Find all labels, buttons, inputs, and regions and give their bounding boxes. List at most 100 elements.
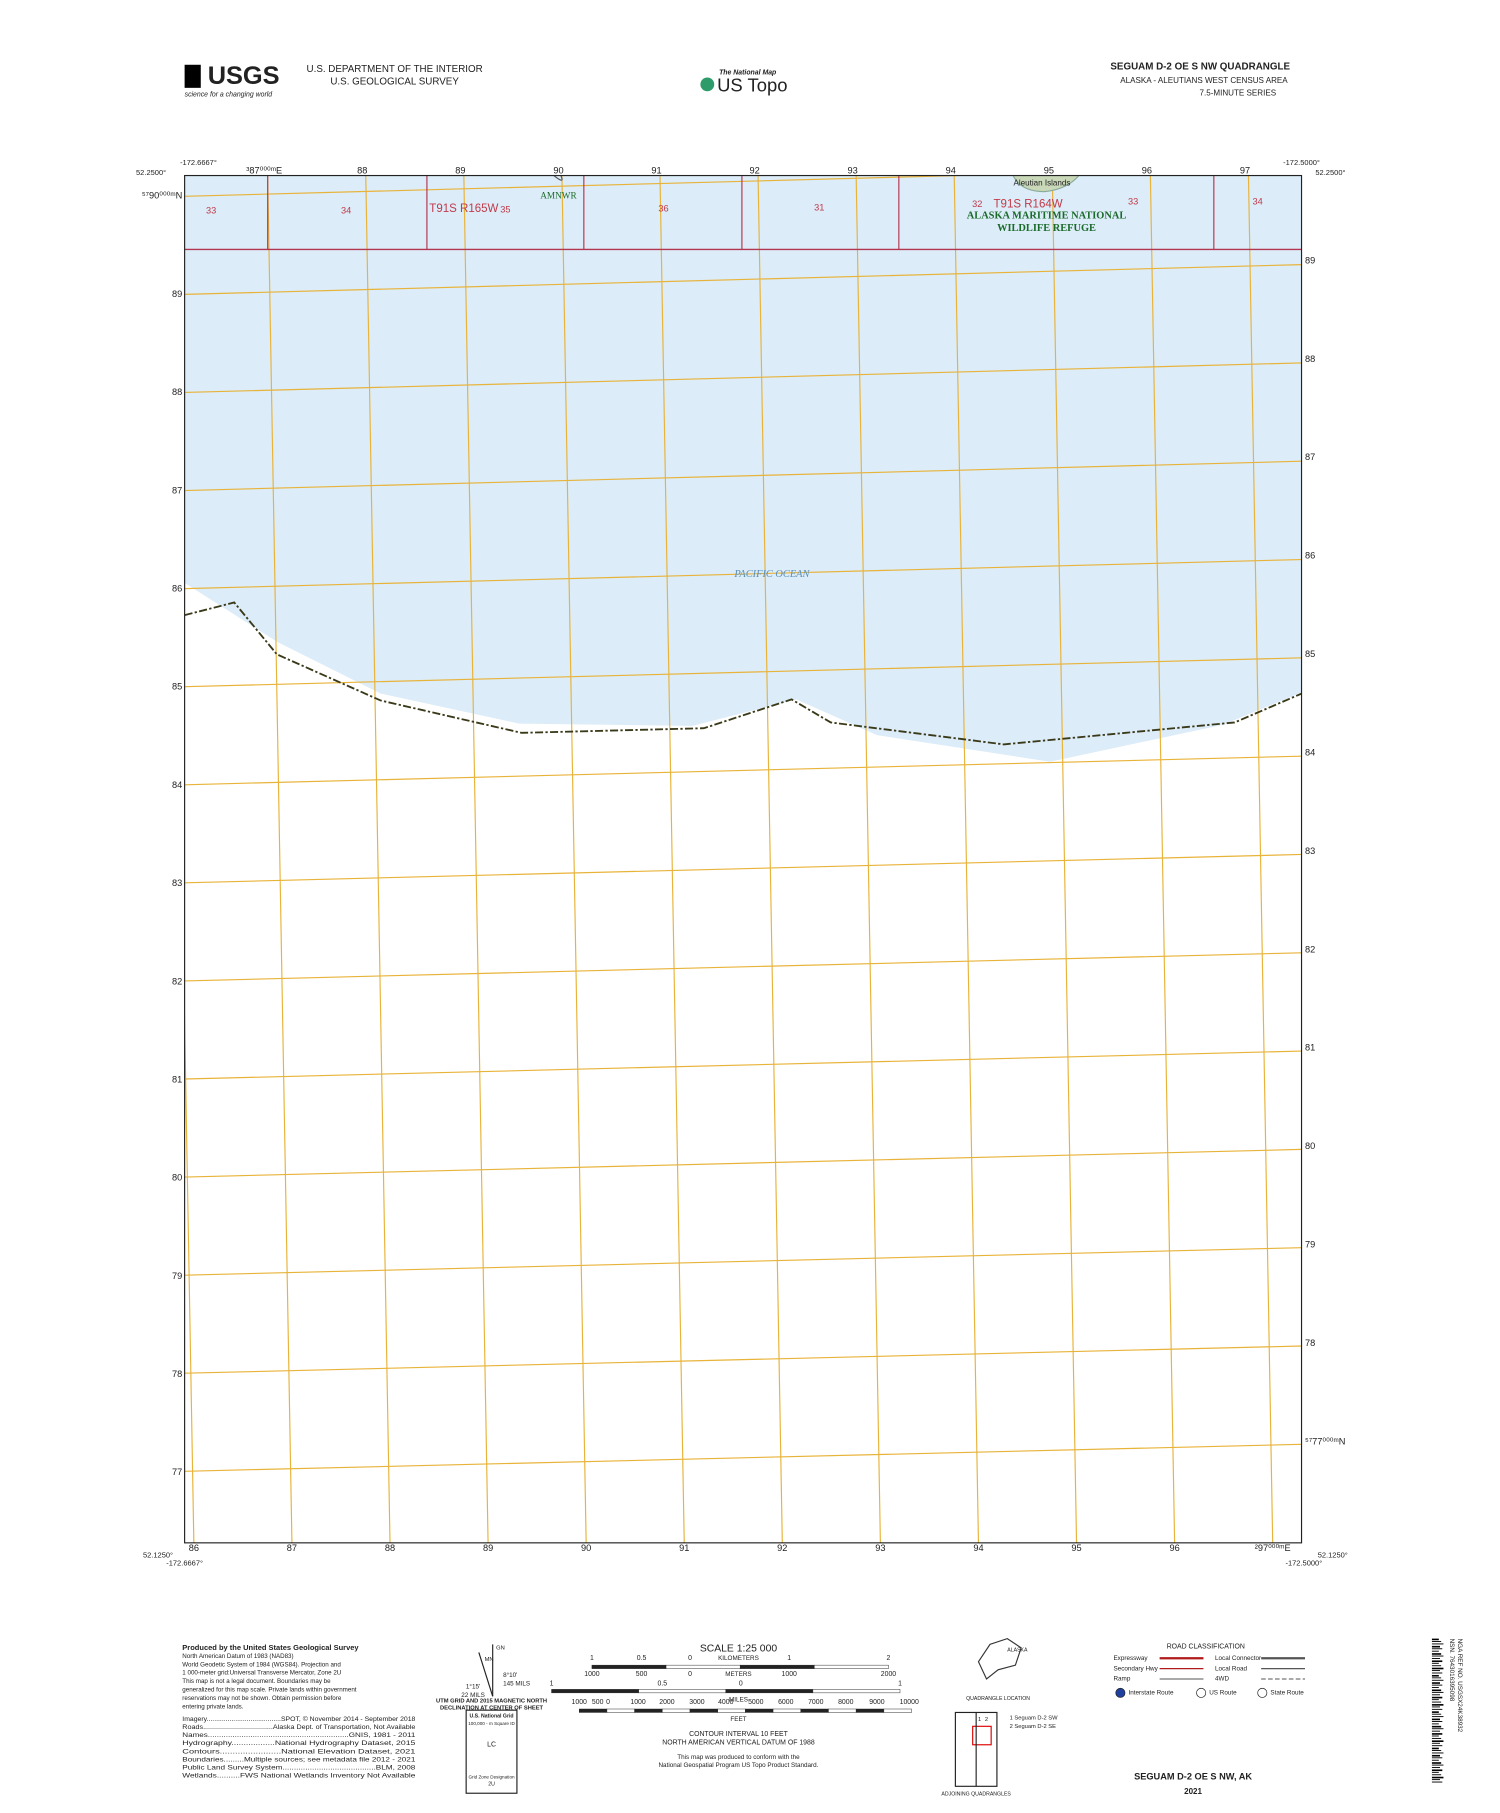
barcode-bar: [1431, 1723, 1439, 1725]
logo-mark: [184, 64, 201, 88]
grid-line: [184, 1443, 1302, 1472]
scale-bar: [689, 1708, 718, 1713]
barcode-bar: [1431, 1735, 1439, 1737]
northing-label: 78: [172, 1369, 182, 1379]
source-line: Boundaries.........Multiple sources; see…: [182, 1756, 416, 1763]
barcode-bar: [1431, 1713, 1442, 1715]
grid-line: [184, 657, 1302, 688]
corner-coordinate: 52.1250°: [143, 1551, 173, 1560]
barcode-bar: [1431, 1645, 1440, 1648]
corner-coordinate: 52.1250°: [1318, 1551, 1348, 1560]
barcode-bar: [1431, 1638, 1439, 1641]
coastline: [184, 601, 1302, 746]
northing-label: ⁵⁷77⁰⁰⁰ᵐN: [1305, 1436, 1345, 1446]
contour-note: NORTH AMERICAN VERTICAL DATUM OF 1988: [662, 1739, 815, 1746]
credit-line: entering private lands.: [182, 1703, 243, 1710]
barcode-bar: [1431, 1728, 1444, 1730]
barcode-bar: [1431, 1745, 1443, 1747]
northing-label: 78: [1305, 1338, 1315, 1348]
northing-label: 89: [172, 289, 182, 299]
northing-label: 79: [172, 1271, 182, 1281]
scale-tick: 5000: [748, 1699, 764, 1706]
scale-tick: 8000: [838, 1699, 854, 1706]
scale-tick: 10000: [900, 1699, 919, 1706]
location-caption: QUADRANGLE LOCATION: [966, 1696, 1030, 1702]
route-shield: [1257, 1687, 1268, 1698]
scale-tick: 1: [787, 1655, 791, 1662]
magnetic-north-arrow: [478, 1652, 494, 1697]
scale-bar: [739, 1664, 815, 1669]
grid-box-text: U.S. National Grid: [469, 1713, 513, 1719]
road-type: Local Connector: [1215, 1655, 1261, 1662]
us-topo-icon: [700, 77, 715, 92]
barcode-bar: [1431, 1764, 1444, 1766]
credit-line: World Geodetic System of 1984 (WGS84). P…: [182, 1661, 341, 1668]
section-number: 33: [1128, 197, 1138, 207]
source-line: Roads...................................…: [182, 1724, 416, 1731]
barcode-bar: [1431, 1779, 1440, 1781]
grid-line: [184, 1148, 1302, 1178]
map-body: [184, 175, 1302, 1543]
grid-line: [184, 853, 1302, 884]
easting-label: 93: [848, 165, 858, 175]
barcode-bar: [1431, 1704, 1444, 1706]
barcode-bar: [1431, 1660, 1443, 1663]
refuge-label: AMNWR: [540, 190, 577, 200]
sheet-subtitle: ALASKA - ALEUTIANS WEST CENSUS AREA: [1120, 76, 1288, 85]
scale-unit: MILES: [729, 1696, 748, 1703]
grid-line: [659, 175, 685, 1543]
barcode-bar: [1431, 1747, 1439, 1750]
route-type: US Route: [1209, 1690, 1237, 1697]
easting-label: 95: [1071, 1543, 1081, 1553]
scale-bar: [800, 1708, 829, 1713]
barcode-bar: [1431, 1706, 1440, 1708]
agency: U.S. GEOLOGICAL SURVEY: [330, 77, 459, 88]
northing-label: 89: [1305, 255, 1315, 265]
roads-title: ROAD CLASSIFICATION: [1167, 1644, 1245, 1651]
grid-box-text: LC: [487, 1742, 496, 1749]
easting-label: 88: [357, 165, 367, 175]
grid-box-text: 2U: [488, 1781, 495, 1787]
scale-tick: 2000: [881, 1671, 897, 1678]
northing-label: 80: [1305, 1141, 1315, 1151]
barcode-bar: [1431, 1708, 1443, 1710]
easting-label: 92: [749, 165, 759, 175]
barcode-bar: [1431, 1672, 1443, 1674]
barcode-bar: [1431, 1776, 1444, 1779]
water-label: PACIFIC OCEAN: [733, 569, 810, 580]
northing-label: ⁵⁷90⁰⁰⁰ᵐN: [142, 191, 182, 201]
barcode-bar: [1431, 1658, 1440, 1659]
barcode-bar: [1431, 1718, 1440, 1721]
barcode-text: NSN. 7643016395098: [1448, 1639, 1455, 1702]
section-number: 35: [500, 205, 510, 215]
grid-line: [463, 175, 489, 1543]
grid-line: [184, 1050, 1302, 1080]
grid-line: [184, 175, 980, 197]
easting-label: 92: [777, 1543, 787, 1553]
barcode-bar: [1431, 1730, 1440, 1732]
scale-tick: 2000: [659, 1699, 675, 1706]
scale-bar: [828, 1708, 857, 1713]
barcode-bar: [1431, 1733, 1443, 1735]
barcode-bar: [1431, 1740, 1444, 1742]
scale-tick: 0.5: [637, 1655, 647, 1662]
scale-bar: [814, 1664, 889, 1669]
section-number: 33: [206, 206, 216, 216]
barcode-bar: [1431, 1674, 1439, 1677]
barcode-text: NGA REF NO. USGSX24K38932: [1456, 1639, 1463, 1733]
source-line: Contours........................National…: [182, 1748, 416, 1755]
declination-label: 8°10': [503, 1671, 517, 1679]
barcode-bar: [1431, 1670, 1440, 1672]
grid-line: [1247, 175, 1274, 1543]
alaska-outline: [977, 1637, 1022, 1680]
adjoining-cell: 1: [978, 1717, 981, 1723]
barcode-bar: [1431, 1737, 1442, 1739]
scale-bar: [662, 1708, 691, 1713]
easting-label: 91: [679, 1543, 689, 1553]
northing-label: 84: [172, 780, 182, 790]
standard-note: National Geospatial Program US Topo Prod…: [658, 1762, 818, 1769]
easting-label: ²97⁰⁰⁰ᵐE: [1255, 1543, 1291, 1553]
sheet-year: 2021: [1184, 1787, 1202, 1796]
declination-label: GN: [496, 1645, 505, 1651]
